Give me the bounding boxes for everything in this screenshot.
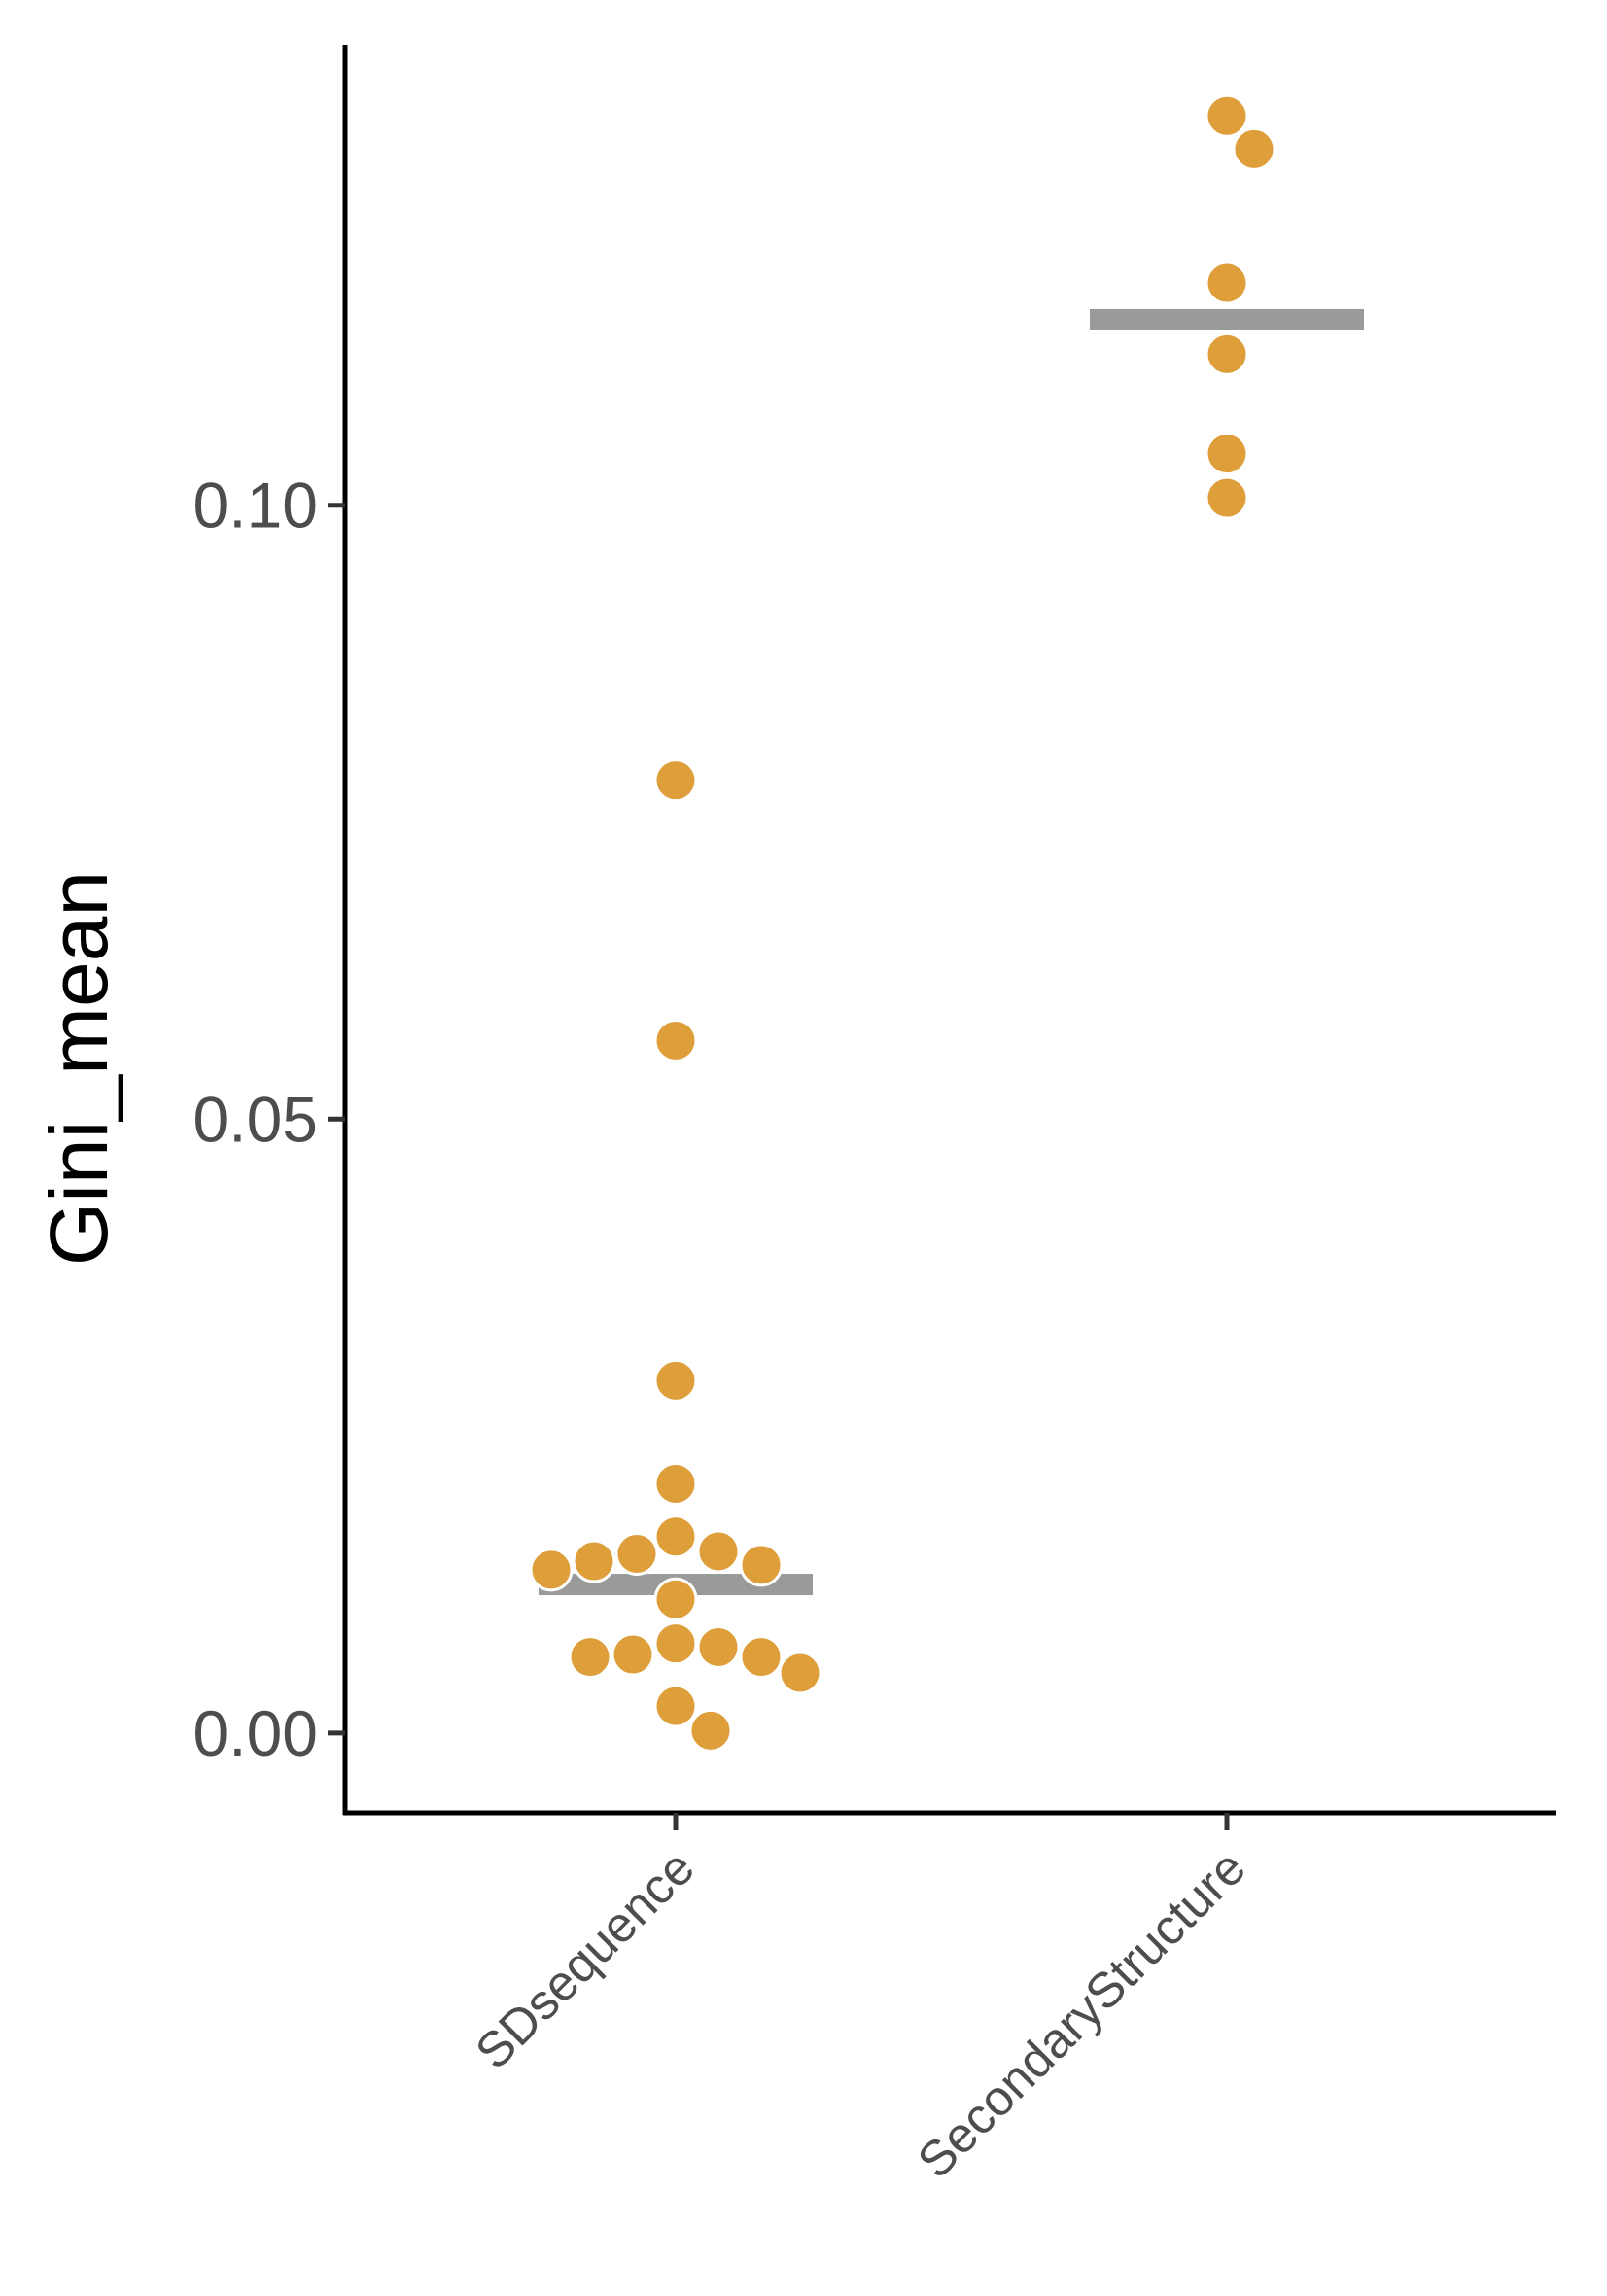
data-point — [568, 1635, 612, 1680]
data-point — [611, 1632, 655, 1677]
data-point — [696, 1624, 741, 1669]
x-tick-label: SecondaryStructure — [907, 1839, 1256, 2188]
data-point — [1232, 126, 1276, 171]
x-tick-label: SDsequence — [465, 1839, 705, 2079]
data-point — [1205, 331, 1249, 376]
data-point — [653, 1358, 698, 1403]
data-point — [1205, 93, 1249, 138]
axes — [342, 45, 1556, 1816]
data-point — [1205, 261, 1249, 305]
data-point — [653, 1684, 698, 1728]
data-point — [572, 1539, 616, 1583]
y-tick-label: 0.00 — [193, 1697, 318, 1769]
y-tick-label: 0.05 — [193, 1083, 318, 1155]
data-point — [653, 758, 698, 803]
data-point — [778, 1651, 822, 1695]
data-point — [696, 1529, 741, 1574]
data-point — [653, 1461, 698, 1506]
data-point — [1205, 475, 1249, 520]
data-point — [739, 1543, 784, 1587]
data-point — [614, 1531, 659, 1576]
data-point — [529, 1548, 574, 1592]
y-axis-title: Gini_mean — [33, 871, 124, 1266]
data-point — [653, 1514, 698, 1559]
x-ticks: SDsequence SecondaryStructure — [465, 1813, 1256, 2188]
data-point — [688, 1708, 733, 1753]
y-ticks: 0.00 0.05 0.10 — [193, 470, 345, 1769]
data-points — [529, 93, 1276, 1753]
y-tick-label: 0.10 — [193, 470, 318, 541]
data-point — [1205, 432, 1249, 476]
data-point — [653, 1621, 698, 1666]
data-point — [653, 1577, 698, 1621]
data-point — [739, 1635, 784, 1680]
median-line — [1090, 308, 1364, 330]
data-point — [653, 1018, 698, 1062]
